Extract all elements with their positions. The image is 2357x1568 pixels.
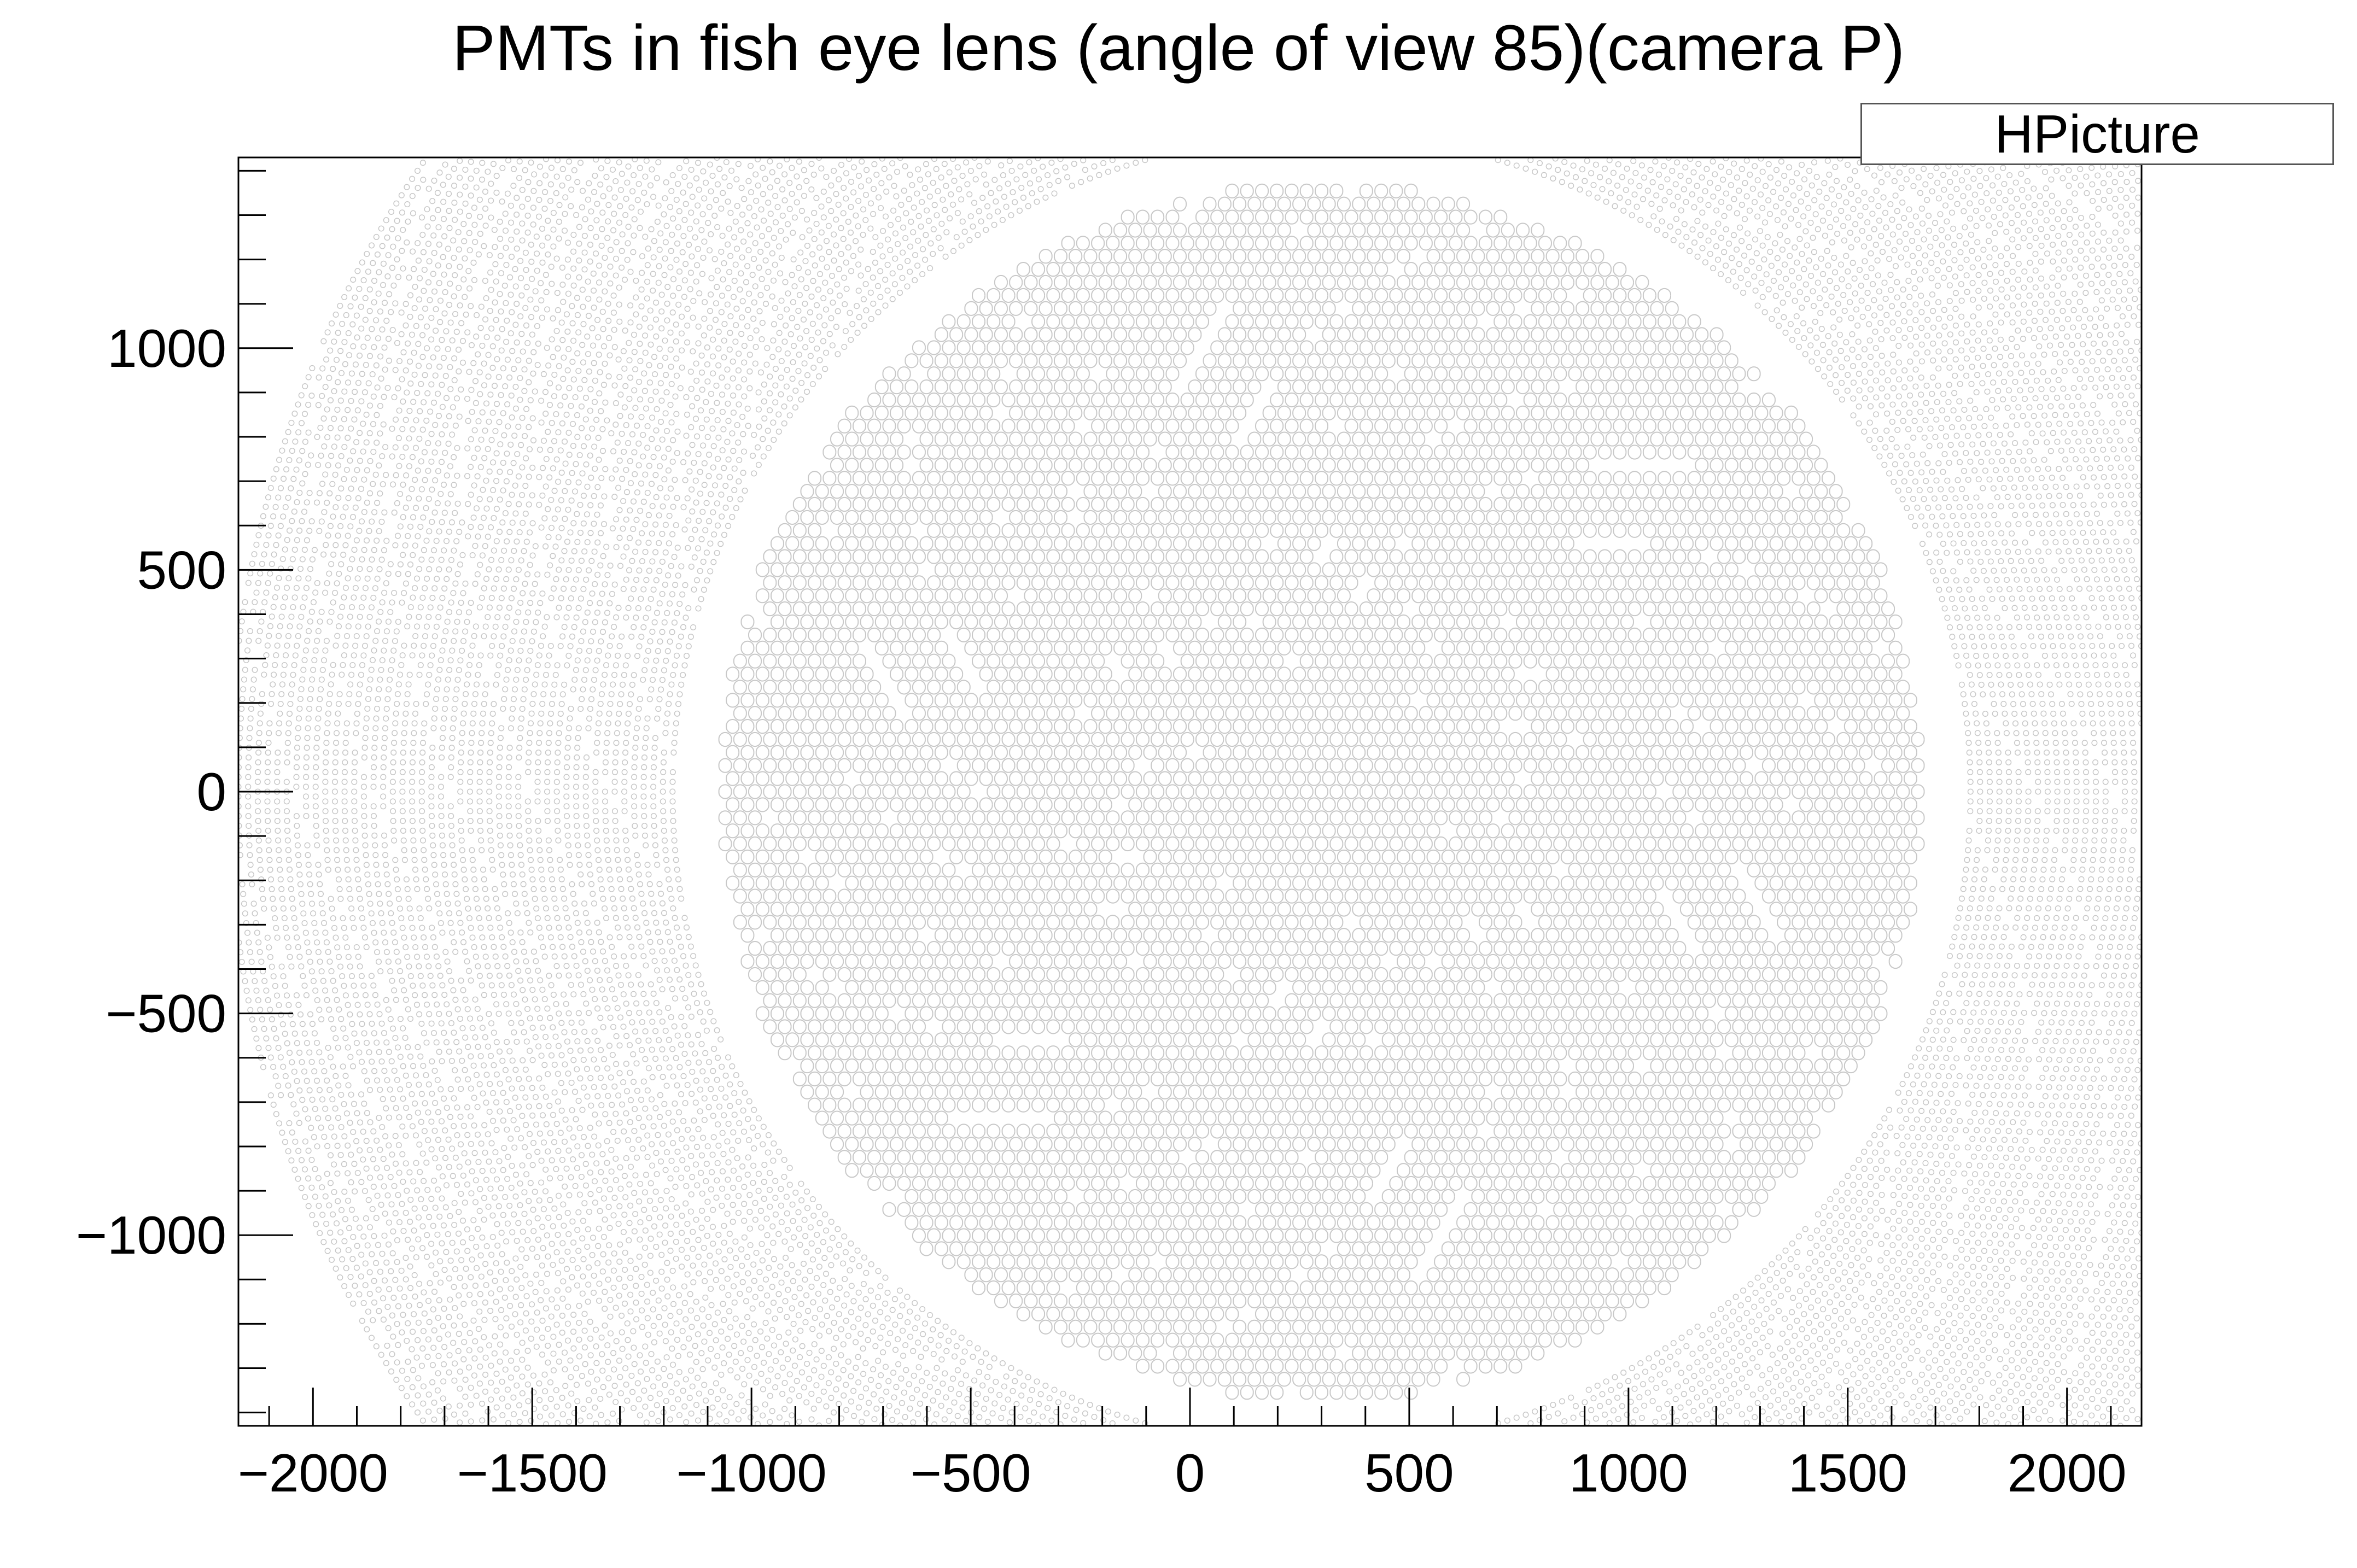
legend-entry: HPicture bbox=[1862, 104, 2332, 163]
y-tick-label: −1000 bbox=[76, 1205, 226, 1265]
x-tick-label: −500 bbox=[911, 1443, 1031, 1503]
x-tick-label: 500 bbox=[1364, 1443, 1454, 1503]
legend-box: HPicture bbox=[1860, 103, 2334, 165]
y-tick-label: −500 bbox=[106, 984, 226, 1044]
y-tick-label: 0 bbox=[196, 762, 226, 822]
plot-frame bbox=[238, 157, 2142, 1426]
inner-pmt-circles bbox=[719, 184, 1924, 1400]
y-tick-label: 500 bbox=[137, 540, 226, 600]
y-axis: 1000 500 0 −500 −1000 bbox=[76, 171, 293, 1412]
outer-pmt-dots bbox=[236, 155, 2144, 1428]
x-axis: −2000 −1500 −1000 −500 0 500 1000 1500 2000 bbox=[238, 1388, 2127, 1503]
x-tick-label: −2000 bbox=[238, 1443, 388, 1503]
x-tick-label: −1500 bbox=[457, 1443, 608, 1503]
x-tick-label: 1000 bbox=[1569, 1443, 1688, 1503]
x-tick-label: 1500 bbox=[1788, 1443, 1907, 1503]
pmt-points bbox=[236, 155, 2144, 1428]
y-tick-label: 1000 bbox=[107, 318, 226, 378]
x-tick-label: −1000 bbox=[676, 1443, 827, 1503]
x-tick-label: 2000 bbox=[2008, 1443, 2127, 1503]
x-tick-label: 0 bbox=[1175, 1443, 1205, 1503]
